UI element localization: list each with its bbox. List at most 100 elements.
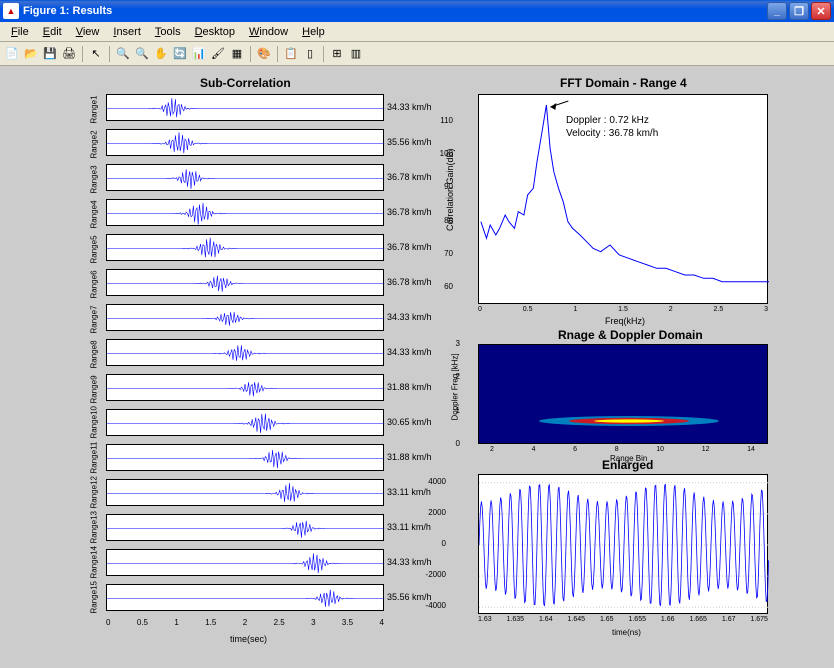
tool-btn-0[interactable]: 📄	[3, 45, 21, 63]
range-doppler-plot	[478, 344, 768, 444]
speed-label-10: 30.65 km/h	[387, 417, 432, 427]
fft-annotation: Doppler : 0.72 kHz Velocity : 36.78 km/h	[566, 114, 658, 140]
window-title: Figure 1: Results	[23, 5, 767, 17]
tool-btn-13[interactable]: 📋	[282, 45, 300, 63]
fft-xtick: 0	[478, 306, 482, 313]
speed-label-5: 36.78 km/h	[387, 242, 432, 252]
fft-ytick: 60	[444, 282, 453, 291]
menu-desktop[interactable]: Desktop	[188, 24, 242, 40]
tool-btn-14[interactable]: ▯	[301, 45, 319, 63]
close-button[interactable]: ✕	[811, 2, 831, 20]
tool-separator	[323, 46, 324, 62]
subcorr-xtick: 4	[379, 618, 383, 627]
speed-label-3: 36.78 km/h	[387, 172, 432, 182]
fft-ytick: 80	[444, 216, 453, 225]
rd-xtick: 4	[532, 446, 536, 453]
subcorr-xtick: 1	[174, 618, 178, 627]
range-label-11: Range11	[90, 444, 99, 474]
rd-xtick: 14	[747, 446, 755, 453]
menu-edit[interactable]: Edit	[36, 24, 69, 40]
tool-btn-3[interactable]: 🖨	[60, 45, 78, 63]
range-label-14: Range14	[90, 549, 99, 579]
tool-btn-9[interactable]: 📊	[190, 45, 208, 63]
fft-ytick: 110	[440, 116, 453, 125]
menu-window[interactable]: Window	[242, 24, 295, 40]
tool-btn-10[interactable]: 🖌	[209, 45, 227, 63]
speed-label-8: 34.33 km/h	[387, 347, 432, 357]
menu-insert[interactable]: Insert	[106, 24, 148, 40]
tool-btn-6[interactable]: 🔍	[133, 45, 151, 63]
enl-ytick: 2000	[428, 508, 446, 517]
enl-xtick: 1.67	[722, 616, 736, 623]
subcorr-xticks: 00.511.522.533.54	[106, 618, 384, 627]
range-label-7: Range7	[90, 304, 99, 334]
menu-tools[interactable]: Tools	[148, 24, 188, 40]
tool-btn-12[interactable]: 🎨	[255, 45, 273, 63]
enl-xtick: 1.655	[628, 616, 646, 623]
subcorr-plot-range14	[106, 549, 384, 576]
tool-separator	[250, 46, 251, 62]
subcorr-xtick: 2	[243, 618, 247, 627]
subcorr-xtick: 3.5	[342, 618, 353, 627]
speed-label-12: 33.11 km/h	[387, 487, 431, 497]
tool-btn-2[interactable]: 💾	[41, 45, 59, 63]
enl-xtick: 1.675	[750, 616, 768, 623]
range-label-12: Range12	[90, 479, 99, 509]
range-doppler-title: Rnage & Doppler Domain	[558, 328, 703, 342]
tool-btn-8[interactable]: 🔄	[171, 45, 189, 63]
fft-xtick: 1	[573, 306, 577, 313]
subcorr-xtick: 0	[106, 618, 110, 627]
enl-xtick: 1.64	[539, 616, 553, 623]
subcorr-xtick: 3	[311, 618, 315, 627]
rd-ytick: 3	[456, 339, 460, 348]
subcorr-plot-range4	[106, 199, 384, 226]
range-label-8: Range8	[90, 339, 99, 369]
range-label-1: Range1	[90, 94, 99, 124]
tool-separator	[109, 46, 110, 62]
minimize-button[interactable]: _	[767, 2, 787, 20]
range-label-4: Range4	[90, 199, 99, 229]
enl-xtick: 1.63	[478, 616, 492, 623]
menubar: FileEditViewInsertToolsDesktopWindowHelp	[0, 22, 834, 42]
tool-btn-15[interactable]: ⊞	[328, 45, 346, 63]
enl-ytick: -4000	[426, 601, 446, 610]
fft-xlabel: Freq(kHz)	[605, 316, 645, 326]
fft-xtick: 0.5	[523, 306, 533, 313]
maximize-button[interactable]: ❐	[789, 2, 809, 20]
enl-xtick: 1.65	[600, 616, 614, 623]
range-label-9: Range9	[90, 374, 99, 404]
subcorr-xtick: 2.5	[274, 618, 285, 627]
menu-view[interactable]: View	[69, 24, 107, 40]
rd-xtick: 8	[615, 446, 619, 453]
speed-label-4: 36.78 km/h	[387, 207, 432, 217]
speed-label-1: 34.33 km/h	[387, 102, 432, 112]
enlarged-xlabel: time(ns)	[612, 628, 641, 637]
menu-help[interactable]: Help	[295, 24, 332, 40]
fft-xticks: 00.511.522.53	[478, 306, 768, 313]
tool-btn-11[interactable]: ▦	[228, 45, 246, 63]
tool-btn-5[interactable]: 🔍	[114, 45, 132, 63]
subcorr-xtick: 0.5	[137, 618, 148, 627]
enlarged-svg	[479, 475, 769, 615]
rd-ytick: 2	[456, 372, 460, 381]
menu-file[interactable]: File	[4, 24, 36, 40]
tool-btn-4[interactable]: ↖	[87, 45, 105, 63]
tool-btn-7[interactable]: ✋	[152, 45, 170, 63]
figure-area: Sub-Correlation 00.511.522.533.54 time(s…	[0, 66, 834, 668]
range-doppler-svg	[479, 345, 769, 445]
range-label-13: Range13	[90, 514, 99, 544]
range-doppler-xticks: 2468101214	[490, 446, 755, 453]
subcorr-title: Sub-Correlation	[200, 76, 291, 90]
enl-xtick: 1.66	[661, 616, 675, 623]
tool-btn-16[interactable]: ▥	[347, 45, 365, 63]
enlarged-plot	[478, 474, 768, 614]
subcorr-plot-range5	[106, 234, 384, 261]
range-label-2: Range2	[90, 129, 99, 159]
range-label-10: Range10	[90, 409, 99, 439]
subcorr-plot-range11	[106, 444, 384, 471]
speed-label-11: 31.88 km/h	[387, 452, 432, 462]
range-label-6: Range6	[90, 269, 99, 299]
subcorr-plot-range9	[106, 374, 384, 401]
tool-btn-1[interactable]: 📂	[22, 45, 40, 63]
rd-xtick: 6	[573, 446, 577, 453]
